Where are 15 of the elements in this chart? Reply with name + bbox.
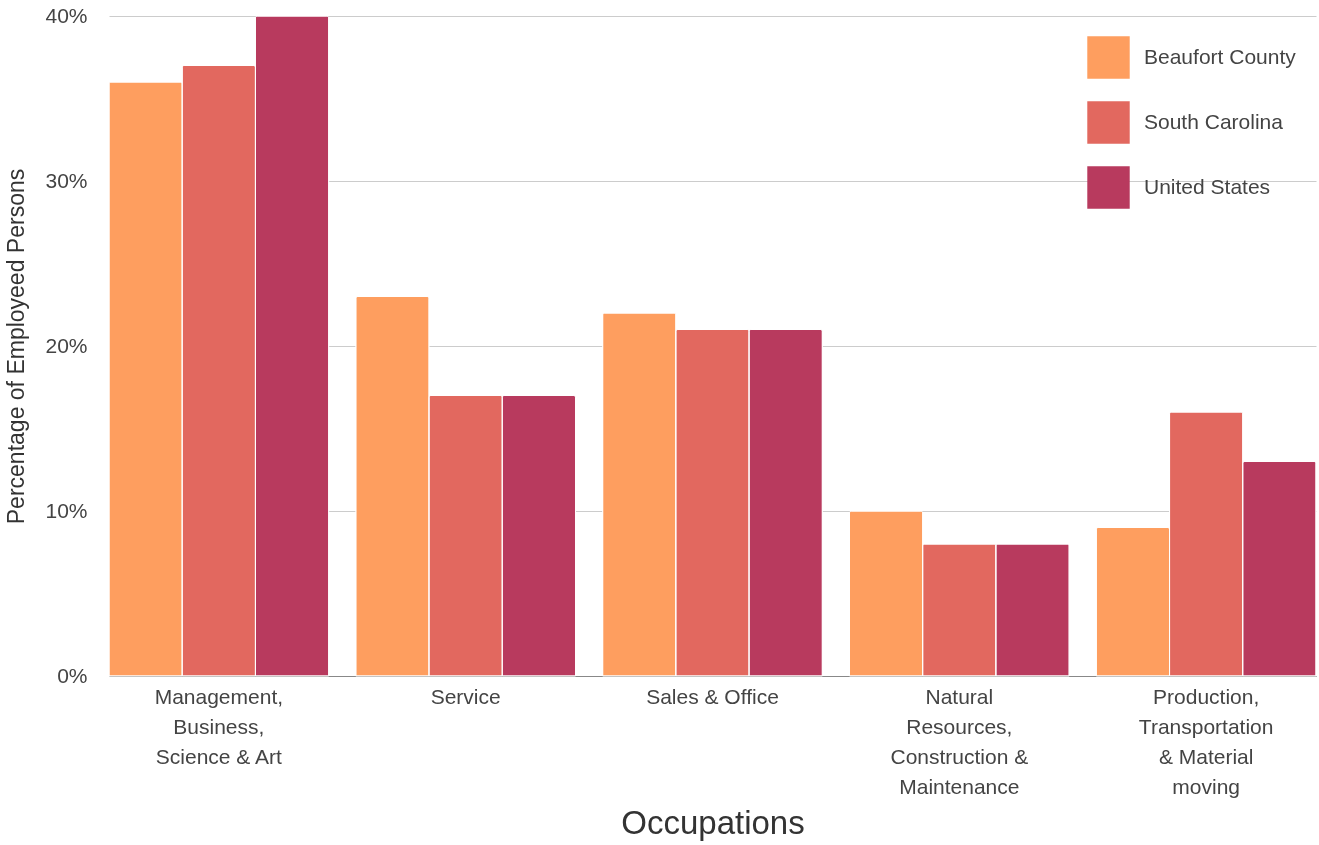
y-tick-label: 0%	[57, 663, 88, 687]
x-tick-label: Natural Resources, Construction & Maintenance	[890, 684, 1029, 798]
x-tick-label: Service	[430, 684, 501, 708]
legend-label: South Carolina	[1144, 109, 1284, 133]
y-tick-label: 40%	[45, 3, 88, 27]
legend-label: United States	[1144, 174, 1271, 198]
x-tick-label: Production, Transportation & Material moving	[1138, 684, 1274, 798]
y-tick-label: 20%	[45, 333, 88, 357]
y-tick-label: 10%	[45, 498, 88, 522]
y-axis-title: Percentage of Employeed Persons	[3, 168, 30, 525]
x-tick-label: Management, Business, Science & Art	[154, 684, 284, 768]
legend-label: Beaufort County	[1144, 44, 1297, 68]
x-tick-label: Sales & Office	[646, 684, 779, 708]
x-axis-title: Occupations	[621, 803, 805, 841]
y-tick-label: 30%	[45, 168, 88, 192]
